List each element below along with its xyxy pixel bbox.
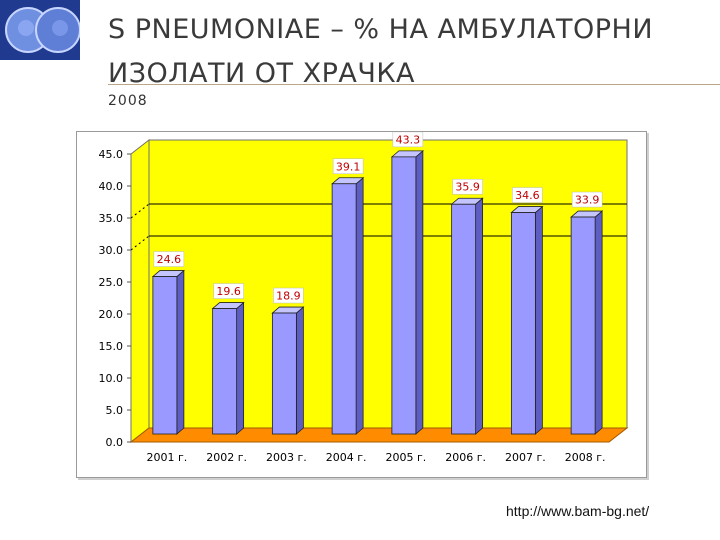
x-tick-label: 2006 г. (445, 451, 486, 464)
data-label-box (153, 251, 185, 267)
y-tick-label: 5.0 (106, 404, 124, 417)
chart-frame: 0.0 5.0 10.0 15.0 20.0 25.0 30.0 35.0 40.0 45.0 24… (76, 131, 647, 478)
bar (152, 276, 178, 435)
bar (510, 212, 536, 435)
y-tick-label: 25.0 (99, 276, 124, 289)
bar-side (176, 269, 185, 435)
bar-side (594, 210, 603, 435)
y-tick-label: 10.0 (99, 372, 124, 385)
bar-side (295, 306, 304, 435)
x-tick-label: 2002 г. (206, 451, 247, 464)
bar-side (475, 197, 484, 435)
y-tick-label: 30.0 (99, 244, 124, 257)
y-tick-label: 0.0 (106, 436, 124, 449)
data-label: 39.1 (336, 160, 361, 173)
data-label-box (452, 178, 483, 195)
bar (391, 156, 417, 435)
x-tick-label: 2005 г. (385, 451, 426, 464)
data-label: 33.9 (575, 194, 600, 207)
bar (212, 308, 238, 435)
data-label-box (512, 187, 543, 203)
bar-side (534, 205, 543, 435)
y-tick-label: 45.0 (99, 148, 124, 161)
data-label: 18.9 (276, 290, 301, 303)
title-line-2: ИЗОЛАТИ ОТ ХРАЧКА (108, 58, 416, 89)
plot-side-wall (130, 138, 150, 444)
x-tick-label: 2004 г. (326, 451, 367, 464)
x-tick-label: 2007 г. (505, 451, 546, 464)
data-label-box (392, 132, 424, 148)
bar (271, 312, 297, 435)
bar (331, 183, 357, 435)
y-tick-label: 20.0 (99, 308, 124, 321)
bar (570, 216, 596, 435)
title-line-1: S PNEUMONIAE – % НА АМБУЛАТОРНИ (108, 14, 654, 45)
data-label: 34.6 (515, 189, 540, 202)
bar-side (415, 150, 424, 435)
x-tick-label: 2008 г. (565, 451, 606, 464)
bar-chart: 0.0 5.0 10.0 15.0 20.0 25.0 30.0 35.0 40.0 45.0 24… (99, 132, 629, 464)
y-tick-label: 40.0 (99, 180, 124, 193)
data-label-box (273, 287, 304, 304)
y-tick-label: 15.0 (99, 340, 124, 353)
data-label: 35.9 (455, 181, 480, 194)
data-label-box (332, 158, 364, 175)
bar-side (355, 176, 364, 435)
gridline-side (130, 203, 150, 219)
data-label: 43.3 (396, 133, 421, 146)
plot-floor (129, 427, 629, 443)
x-tick-label: 2003 г. (266, 451, 307, 464)
y-tick-label: 35.0 (99, 212, 124, 225)
data-label-box (571, 191, 603, 208)
bacteria-logo (0, 0, 80, 60)
x-tick-label: 2001 г. (146, 451, 187, 464)
data-label: 19.6 (216, 285, 241, 298)
slide-title: S PNEUMONIAE – % НА АМБУЛАТОРНИ ИЗОЛАТИ … (108, 8, 720, 96)
data-label: 24.6 (157, 253, 182, 266)
data-label-box (213, 283, 244, 299)
slide-subtitle: 2008 (108, 93, 148, 109)
bar (451, 203, 477, 435)
gridline-side (130, 235, 150, 251)
bar-side (236, 301, 245, 435)
title-divider (108, 84, 720, 85)
source-url[interactable]: http://www.bam-bg.net/ (506, 503, 650, 519)
